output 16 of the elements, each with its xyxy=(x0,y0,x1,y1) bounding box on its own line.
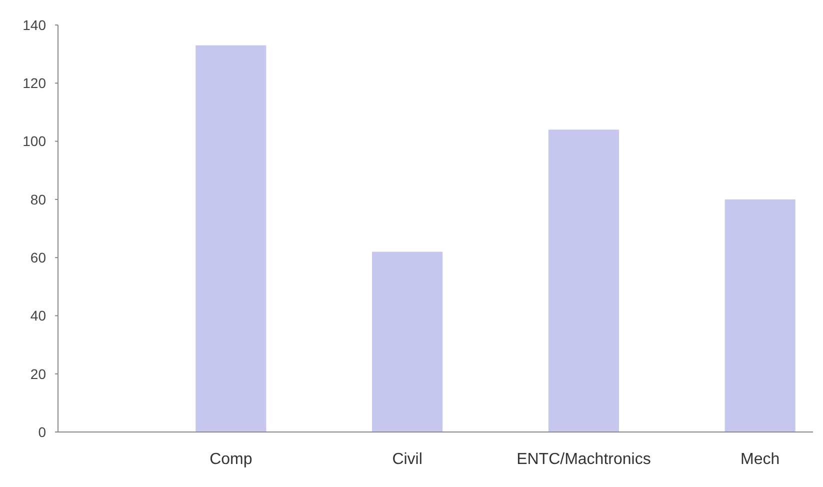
y-tick-label: 140 xyxy=(22,16,46,33)
bar xyxy=(548,130,619,432)
x-tick-label: Comp xyxy=(210,451,252,468)
y-tick-label: 0 xyxy=(38,424,46,440)
bar xyxy=(372,252,443,432)
x-tick-label: Civil xyxy=(392,451,422,468)
bar xyxy=(196,45,266,432)
y-tick-label: 80 xyxy=(30,191,46,208)
x-tick-label: ENTC/Machtronics xyxy=(516,451,651,468)
bar xyxy=(724,199,796,432)
y-tick-label: 20 xyxy=(30,366,46,382)
x-tick-label: Mech xyxy=(740,451,780,468)
y-tick-label: 100 xyxy=(22,133,46,150)
y-tick-label: 120 xyxy=(22,75,46,92)
y-tick-label: 60 xyxy=(30,249,46,266)
y-tick-label: 40 xyxy=(30,308,46,324)
